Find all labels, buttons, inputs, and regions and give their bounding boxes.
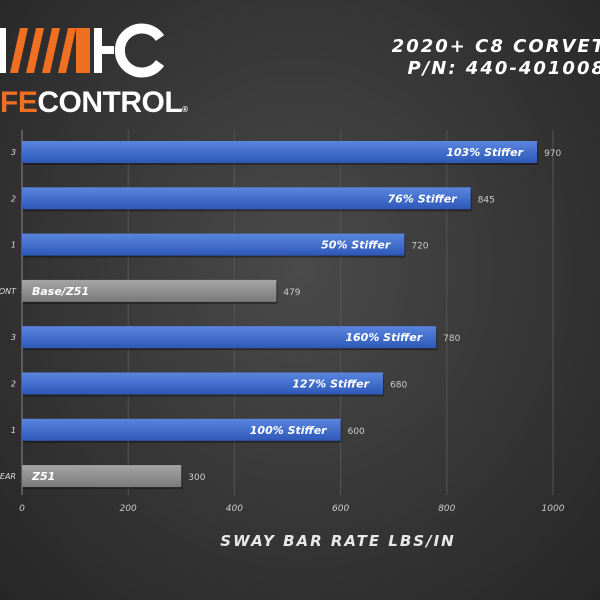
bar-label: 100% Stiffer xyxy=(250,424,327,437)
title-line-1: 2020+ C8 CORVET xyxy=(391,36,600,57)
brand-wordmark: FECONTROL® xyxy=(0,86,188,119)
bar xyxy=(22,233,405,256)
bar-label: 160% Stiffer xyxy=(345,331,422,344)
bar-label: Base/Z51 xyxy=(32,285,89,298)
brand-logo: FECONTROL® xyxy=(0,10,188,120)
hmc-logo-icon xyxy=(0,23,165,78)
title-line-2: P/N: 440-401008 xyxy=(407,58,600,79)
value-label: 845 xyxy=(478,195,495,205)
value-label: 479 xyxy=(283,288,300,298)
value-label: 600 xyxy=(348,427,365,437)
category-label: EAR xyxy=(0,472,16,481)
bar xyxy=(22,418,341,441)
chart-title: 2020+ C8 CORVET P/N: 440-401008 xyxy=(392,36,600,80)
bar-label: 103% Stiffer xyxy=(446,146,523,159)
x-tick-label: 200 xyxy=(120,504,137,514)
bar xyxy=(22,279,277,302)
x-tick-label: 600 xyxy=(332,504,349,514)
category-label: 3 xyxy=(11,148,16,157)
value-label: 680 xyxy=(390,381,407,391)
bar xyxy=(22,326,437,349)
x-tick-label: 400 xyxy=(226,504,243,514)
bar-label: 50% Stiffer xyxy=(321,239,391,252)
value-label: 720 xyxy=(411,242,428,252)
bar xyxy=(22,372,384,395)
category-label: ONT xyxy=(0,287,17,296)
x-tick-label: 800 xyxy=(438,504,455,514)
category-label: 2 xyxy=(11,380,16,389)
value-label: 300 xyxy=(188,473,205,483)
value-label: 970 xyxy=(544,149,561,159)
bar xyxy=(22,141,538,163)
category-label: 2 xyxy=(11,194,16,203)
x-tick-label: 0 xyxy=(19,504,25,514)
value-label: 780 xyxy=(443,334,460,344)
bar-label: Z51 xyxy=(31,470,55,483)
x-axis-label: SWAY BAR RATE LBS/IN xyxy=(220,532,455,550)
bar xyxy=(22,465,182,488)
bar-label: 76% Stiffer xyxy=(388,192,458,205)
category-label: 1 xyxy=(11,241,16,250)
x-tick-label: 1000 xyxy=(542,504,565,514)
bar-label: 127% Stiffer xyxy=(292,378,369,391)
bar xyxy=(22,187,471,210)
category-label: 1 xyxy=(11,426,16,435)
category-label: 3 xyxy=(11,333,16,342)
